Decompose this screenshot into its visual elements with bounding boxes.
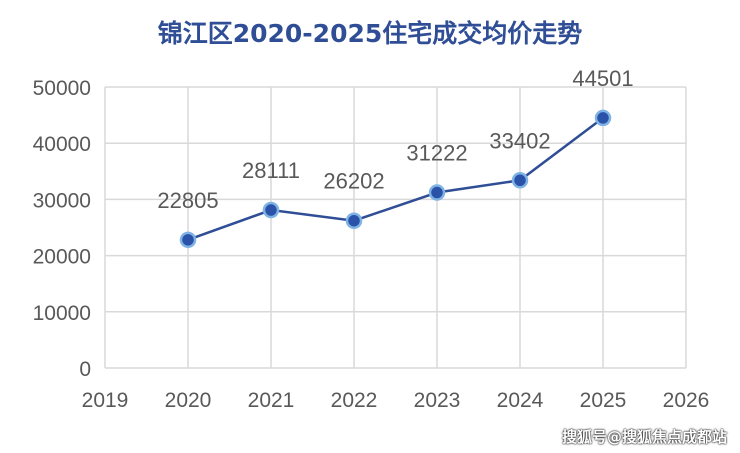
y-tick-label: 50000 <box>33 77 91 100</box>
y-tick-label: 40000 <box>33 133 91 156</box>
data-point <box>345 212 363 229</box>
data-label: 28111 <box>242 158 300 183</box>
data-label: 33402 <box>489 128 550 153</box>
data-point <box>428 184 446 201</box>
chart-title: 锦江区2020-2025住宅成交均价走势 <box>157 19 583 48</box>
data-label: 22805 <box>157 188 218 213</box>
x-tick-label: 2022 <box>331 389 378 412</box>
data-label: 44501 <box>572 66 633 91</box>
x-tick-label: 2025 <box>580 389 627 412</box>
data-point <box>262 201 280 219</box>
x-tick-label: 2020 <box>165 389 212 412</box>
y-tick-label: 10000 <box>33 302 91 325</box>
x-tick-label: 2023 <box>414 389 461 412</box>
x-tick-label: 2021 <box>248 389 295 412</box>
y-tick-label: 0 <box>79 358 91 381</box>
data-point <box>594 109 612 127</box>
y-tick-label: 20000 <box>33 246 91 269</box>
x-tick-label: 2019 <box>82 389 129 412</box>
x-tick-label: 2024 <box>497 389 544 412</box>
x-tick-label: 2026 <box>663 389 710 412</box>
series-line <box>187 116 604 242</box>
data-point <box>179 231 197 249</box>
watermark: 搜狐号@搜狐焦点成都站 <box>562 428 728 446</box>
data-label: 31222 <box>406 141 467 166</box>
data-label: 26202 <box>323 169 384 194</box>
y-tick-label: 30000 <box>33 189 91 212</box>
data-point <box>511 172 529 189</box>
